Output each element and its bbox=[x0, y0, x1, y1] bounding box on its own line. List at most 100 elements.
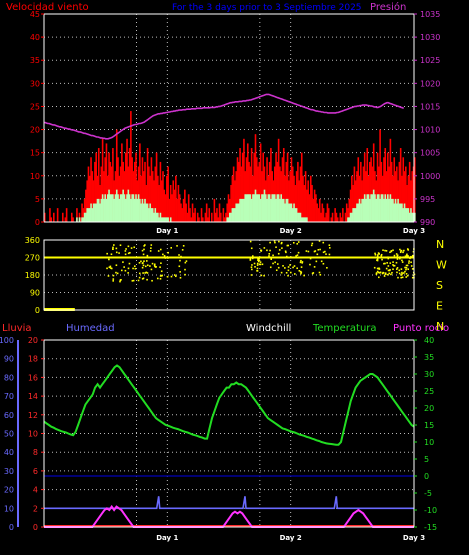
wind-average-bar bbox=[160, 217, 163, 222]
wind-gust-bar bbox=[112, 148, 114, 222]
wind-gust-bar bbox=[198, 217, 200, 222]
wind-gust-bar bbox=[232, 166, 235, 222]
direction-point bbox=[295, 255, 297, 257]
wind-average-bar bbox=[232, 208, 235, 222]
direction-point bbox=[293, 265, 296, 267]
wind-gust-bar bbox=[109, 161, 112, 222]
plot-frame-2 bbox=[43, 239, 415, 311]
direction-point bbox=[375, 273, 378, 275]
wind-average-bar bbox=[244, 194, 247, 222]
temperature-label: Temperatura bbox=[312, 323, 377, 334]
direction-point bbox=[406, 253, 408, 256]
wind-gust-bar bbox=[160, 180, 163, 222]
wind-average-bar bbox=[358, 198, 361, 222]
wind-average-bar bbox=[407, 208, 410, 222]
direction-point bbox=[405, 273, 408, 275]
direction-point bbox=[377, 267, 380, 270]
wind-average-bar bbox=[113, 198, 115, 222]
wind-gust-bar bbox=[82, 208, 85, 222]
direction-point bbox=[249, 259, 252, 261]
direction-point bbox=[153, 263, 156, 266]
direction-point bbox=[391, 271, 393, 274]
direction-point bbox=[284, 267, 286, 269]
wind-average-bar bbox=[126, 194, 128, 222]
pressure-line bbox=[44, 93, 404, 140]
wind-gust-bar bbox=[243, 138, 245, 222]
wind-gust-bar bbox=[180, 203, 182, 222]
direction-point bbox=[145, 271, 148, 274]
wind-average-bar bbox=[379, 198, 381, 222]
wind-average-bar bbox=[284, 203, 286, 222]
pressure-axis-tick-label: 990 bbox=[420, 218, 435, 227]
direction-point bbox=[270, 258, 273, 261]
direction-point bbox=[176, 245, 178, 247]
rain-axis-tick-label: 100 bbox=[0, 336, 14, 345]
wind-average-bar bbox=[248, 194, 250, 222]
direction-point bbox=[396, 271, 398, 274]
wind-average-bar bbox=[405, 208, 407, 222]
wind-gust-bar bbox=[285, 161, 288, 222]
wind-gust-bar bbox=[408, 161, 411, 222]
direction-point bbox=[305, 250, 308, 252]
direction-point bbox=[319, 248, 321, 251]
wind-average-bar bbox=[157, 212, 159, 222]
direction-point bbox=[405, 254, 408, 257]
wind-gust-bar bbox=[351, 175, 353, 222]
wind-average-bar bbox=[385, 198, 388, 222]
wind-average-bar bbox=[398, 203, 401, 222]
direction-point bbox=[296, 267, 298, 270]
wind-gust-bar bbox=[237, 161, 240, 222]
wind-gust-bar bbox=[239, 148, 241, 222]
wind-average-bar bbox=[393, 203, 396, 222]
direction-point bbox=[138, 276, 141, 279]
direction-point bbox=[400, 276, 402, 279]
wind-gust-bar bbox=[94, 161, 96, 222]
wind-average-bar bbox=[303, 217, 306, 222]
wind-gust-bar bbox=[352, 185, 354, 222]
wind-gust-bar bbox=[234, 180, 236, 222]
wind-average-bar bbox=[374, 194, 376, 222]
wind-gust-bar bbox=[316, 203, 318, 222]
direction-point bbox=[133, 246, 136, 249]
wind-gust-bar bbox=[360, 161, 362, 222]
wind-gust-bar bbox=[354, 180, 357, 222]
wind-gust-bar bbox=[144, 161, 146, 222]
direction-point bbox=[251, 264, 253, 266]
direction-point bbox=[154, 265, 156, 268]
pressure-label: Presión bbox=[370, 1, 406, 13]
wind-average-bar bbox=[154, 208, 157, 222]
direction-point bbox=[251, 257, 254, 260]
direction-axis-tick-label: 0 bbox=[35, 306, 40, 315]
wind-average-bar bbox=[378, 194, 380, 222]
wind-gust-bar bbox=[348, 198, 351, 222]
wind-average-bar bbox=[100, 198, 103, 222]
direction-point bbox=[273, 240, 276, 242]
direction-point bbox=[269, 266, 272, 269]
direction-point bbox=[395, 253, 398, 255]
wind-gust-bar bbox=[288, 180, 290, 222]
wind-average-bar bbox=[87, 208, 90, 222]
direction-point bbox=[325, 253, 327, 255]
wind-average-bar bbox=[392, 198, 394, 222]
wind-average-bar bbox=[86, 208, 88, 222]
wind-gust-bar bbox=[148, 166, 150, 222]
x-axis-day-label: Day 2 bbox=[280, 227, 302, 235]
direction-point bbox=[138, 261, 141, 264]
direction-point bbox=[167, 251, 169, 254]
direction-point bbox=[392, 264, 395, 267]
direction-point bbox=[170, 247, 173, 249]
wind-gust-bar bbox=[146, 148, 149, 222]
direction-point bbox=[137, 279, 140, 282]
wind-average-bar bbox=[252, 194, 254, 222]
wind-gust-bar bbox=[266, 157, 268, 222]
wind-gust-bar bbox=[124, 152, 127, 222]
wind-gust-bar bbox=[187, 194, 190, 222]
direction-point bbox=[142, 253, 145, 256]
wind-gust-bar bbox=[379, 129, 381, 222]
direction-point bbox=[266, 249, 268, 252]
wind-gust-bar bbox=[339, 212, 342, 222]
direction-point bbox=[257, 257, 259, 260]
direction-point bbox=[376, 270, 379, 273]
direction-point bbox=[149, 265, 151, 267]
wind-average-bar bbox=[381, 194, 384, 222]
